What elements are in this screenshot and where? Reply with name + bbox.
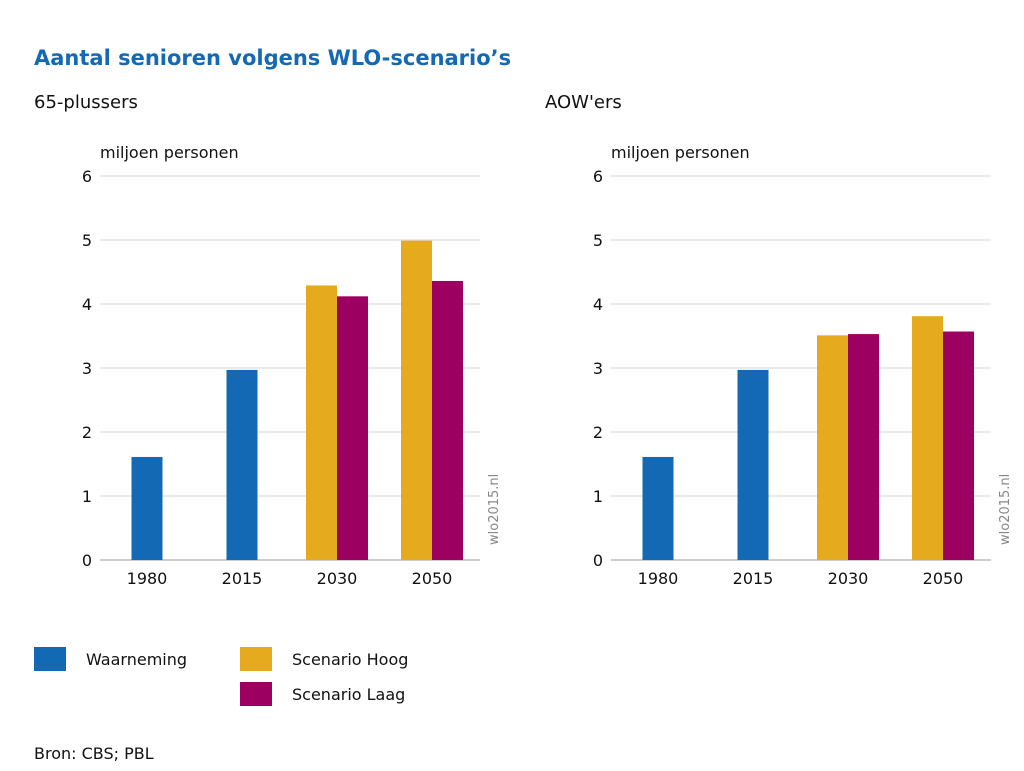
figure-title: Aantal senioren volgens WLO-scenario’s (34, 46, 512, 70)
y-tick-label: 0 (82, 551, 92, 570)
bar-waarneming-1980 (131, 456, 163, 560)
y-tick-label: 1 (593, 487, 603, 506)
x-tick-label: 2030 (828, 569, 869, 588)
bar-scenario-hoog-2030 (817, 335, 848, 560)
y-tick-label: 4 (593, 295, 603, 314)
x-tick-label: 2030 (317, 569, 358, 588)
x-tick-label: 1980 (127, 569, 168, 588)
chart-title-right: AOW'ers (545, 92, 622, 113)
x-tick-label: 2050 (923, 569, 964, 588)
bar-scenario-hoog-2050 (401, 240, 432, 560)
x-tick-label: 2050 (412, 569, 453, 588)
bar-scenario-laag-2050 (943, 331, 974, 560)
legend-swatch (240, 647, 272, 671)
bar-scenario-laag-2050 (432, 280, 463, 560)
legend-label: Scenario Laag (292, 684, 406, 704)
watermark: wlo2015.nl (998, 474, 1013, 545)
legend-swatch (240, 682, 272, 706)
y-tick-label: 6 (593, 167, 603, 186)
legend-item-scenario-hoog: Scenario Hoog (240, 647, 408, 671)
y-tick-label: 3 (593, 359, 603, 378)
y-tick-label: 5 (82, 231, 92, 250)
y-tick-label: 4 (82, 295, 92, 314)
source-note: Bron: CBS; PBL (34, 744, 154, 763)
bar-waarneming-2015 (737, 369, 769, 560)
legend-swatch (34, 647, 66, 671)
y-tick-label: 2 (82, 423, 92, 442)
bar-waarneming-1980 (642, 456, 674, 560)
y-tick-label: 2 (593, 423, 603, 442)
y-tick-label: 5 (593, 231, 603, 250)
y-tick-label: 0 (593, 551, 603, 570)
y-axis-label: miljoen personen (611, 143, 750, 162)
watermark: wlo2015.nl (487, 474, 502, 545)
legend-item-scenario-laag: Scenario Laag (240, 682, 405, 706)
bar-scenario-hoog-2030 (306, 285, 337, 560)
bar-scenario-laag-2030 (337, 296, 368, 560)
bar-scenario-hoog-2050 (912, 316, 943, 560)
bar-scenario-laag-2030 (848, 334, 879, 560)
y-tick-label: 1 (82, 487, 92, 506)
legend-item-waarneming: Waarneming (34, 647, 187, 671)
y-tick-label: 3 (82, 359, 92, 378)
x-tick-label: 2015 (222, 569, 263, 588)
legend-label: Scenario Hoog (292, 649, 409, 669)
y-tick-label: 6 (82, 167, 92, 186)
y-axis-label: miljoen personen (100, 143, 239, 162)
x-tick-label: 2015 (733, 569, 774, 588)
legend-label: Waarneming (86, 649, 188, 669)
chart-title-left: 65-plussers (34, 92, 138, 113)
x-tick-label: 1980 (638, 569, 679, 588)
bar-waarneming-2015 (226, 369, 258, 560)
